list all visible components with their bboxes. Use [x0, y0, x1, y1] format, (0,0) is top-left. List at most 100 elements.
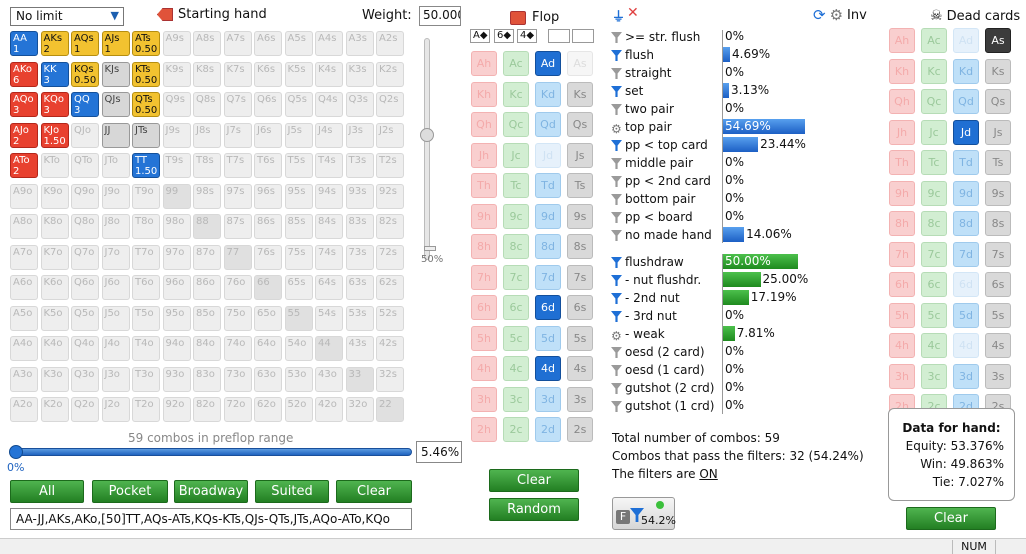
range-cell[interactable]: 96s	[254, 183, 282, 209]
flop-card[interactable]: Js	[567, 142, 593, 168]
flop-card[interactable]: Td	[535, 173, 561, 198]
range-cell[interactable]: T5o	[132, 305, 160, 331]
range-cell[interactable]: 74s	[315, 244, 343, 270]
flop-card[interactable]: 7h	[471, 264, 497, 290]
refresh-icon[interactable]: ⟳	[813, 6, 826, 24]
range-cell[interactable]: 84o	[193, 336, 221, 361]
range-cell[interactable]: 83o	[193, 366, 221, 392]
flop-card[interactable]: 3h	[471, 386, 497, 412]
range-cell[interactable]: 42s	[376, 336, 404, 361]
range-cell[interactable]: 72o	[223, 397, 252, 422]
flop-card[interactable]: 9c	[503, 203, 529, 229]
range-cell[interactable]: T9s	[162, 153, 191, 178]
range-cell[interactable]: 54o	[284, 336, 313, 361]
range-cell[interactable]: 75s	[284, 244, 313, 270]
dead-card[interactable]: 3c	[921, 363, 947, 389]
flop-card[interactable]: 8c	[503, 234, 529, 259]
range-cell[interactable]: T2s	[376, 153, 404, 178]
range-cell[interactable]: K6o	[40, 275, 69, 300]
range-cell[interactable]: Q9s	[162, 92, 191, 117]
dead-card[interactable]: Kc	[921, 58, 947, 84]
range-cell[interactable]: J9o	[101, 183, 130, 209]
range-cell[interactable]: QTs 0.50	[132, 92, 160, 117]
filter-icon[interactable]	[611, 140, 622, 151]
range-cell[interactable]: 64s	[315, 275, 343, 300]
flop-slot[interactable]	[548, 29, 570, 43]
range-cell[interactable]: 98s	[193, 183, 221, 209]
filter-row[interactable]: oesd (2 card)	[611, 343, 721, 361]
flop-card[interactable]: 7s	[567, 264, 593, 290]
range-cell[interactable]: 82s	[376, 214, 404, 239]
flop-card[interactable]: 5d	[535, 325, 561, 351]
range-cell[interactable]: T9o	[132, 183, 160, 209]
range-cell[interactable]: 76s	[254, 244, 282, 270]
range-cell[interactable]: AKs 2	[40, 31, 69, 56]
dead-card[interactable]: 4d	[953, 333, 979, 358]
range-cell[interactable]: Q6s	[254, 92, 282, 117]
filter-icon[interactable]	[611, 311, 622, 322]
flop-card[interactable]: 7c	[503, 264, 529, 290]
range-cell[interactable]: 42o	[315, 397, 343, 422]
range-cell[interactable]: 82o	[193, 397, 221, 422]
filter-icon[interactable]	[611, 32, 622, 43]
dead-card[interactable]: Ad	[953, 28, 979, 53]
dead-card[interactable]: 9c	[921, 180, 947, 206]
range-cell[interactable]: KK 3	[40, 61, 69, 87]
range-cell[interactable]: A4s	[315, 31, 343, 56]
dead-card[interactable]: Jh	[889, 119, 915, 145]
range-cell[interactable]: 22	[376, 397, 404, 422]
range-cell[interactable]: K6s	[254, 61, 282, 87]
gear-icon[interactable]: ⚙	[611, 122, 622, 136]
flop-card[interactable]: 3s	[567, 386, 593, 412]
range-cell[interactable]: 95o	[162, 305, 191, 331]
range-cell[interactable]: JTo	[101, 153, 130, 178]
range-cell[interactable]: 83s	[345, 214, 374, 239]
range-cell[interactable]: KJo 1.50	[40, 122, 69, 148]
filter-row[interactable]: oesd (1 card)	[611, 361, 721, 379]
weight-input[interactable]: 50.000	[419, 6, 461, 26]
filter-row[interactable]: pp < 2nd card	[611, 172, 721, 190]
dead-card[interactable]: 6c	[921, 272, 947, 297]
range-cell[interactable]: K5s	[284, 61, 313, 87]
range-cell[interactable]: J8o	[101, 214, 130, 239]
flop-card[interactable]: 6s	[567, 295, 593, 320]
dead-card[interactable]: 3h	[889, 363, 915, 389]
range-cell[interactable]: Q3s	[345, 92, 374, 117]
dead-card[interactable]: 4h	[889, 333, 915, 358]
flop-card[interactable]: Kh	[471, 81, 497, 107]
dead-card[interactable]: 7h	[889, 241, 915, 267]
dead-card[interactable]: 9h	[889, 180, 915, 206]
range-cell[interactable]: 94s	[315, 183, 343, 209]
flop-card[interactable]: 7d	[535, 264, 561, 290]
dead-card[interactable]: Kd	[953, 58, 979, 84]
dead-card[interactable]: 8d	[953, 211, 979, 236]
range-cell[interactable]: K2o	[40, 397, 69, 422]
dead-card[interactable]: 7c	[921, 241, 947, 267]
range-cell[interactable]: J5o	[101, 305, 130, 331]
range-cell[interactable]: Q7s	[223, 92, 252, 117]
range-cell[interactable]: J6s	[254, 122, 282, 148]
range-cell[interactable]: Q5o	[71, 305, 99, 331]
range-cell[interactable]: A9s	[162, 31, 191, 56]
flop-card[interactable]: 2h	[471, 417, 497, 442]
filter-row[interactable]: set	[611, 82, 721, 100]
dead-card[interactable]: 6h	[889, 272, 915, 297]
dead-card[interactable]: As	[985, 28, 1011, 53]
range-cell[interactable]: 32o	[345, 397, 374, 422]
range-cell[interactable]: J8s	[193, 122, 221, 148]
dead-card[interactable]: Qd	[953, 89, 979, 114]
flop-card[interactable]: Jh	[471, 142, 497, 168]
dead-card[interactable]: Jd	[953, 119, 979, 145]
filter-toggle-button[interactable]: F 54.2%	[612, 497, 676, 530]
range-cell[interactable]: K5o	[40, 305, 69, 331]
range-cell[interactable]: 55	[284, 305, 313, 331]
filter-row[interactable]: gutshot (1 crd)	[611, 397, 721, 415]
filter-row[interactable]: pp < top card	[611, 136, 721, 154]
range-cell[interactable]: 96o	[162, 275, 191, 300]
filter-icon[interactable]	[611, 230, 622, 241]
gear-icon[interactable]: ⚙	[611, 329, 622, 343]
range-cell[interactable]: 63s	[345, 275, 374, 300]
range-cell[interactable]: 84s	[315, 214, 343, 239]
filter-row[interactable]: - 2nd nut	[611, 289, 721, 307]
range-cell[interactable]: T7o	[132, 244, 160, 270]
